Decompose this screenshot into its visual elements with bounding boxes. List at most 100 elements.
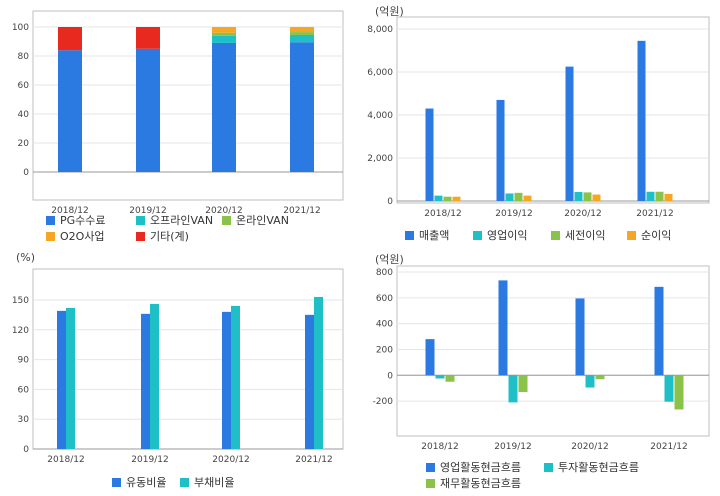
bar bbox=[66, 307, 75, 449]
bar bbox=[58, 27, 82, 51]
y-tick-label: 150 bbox=[12, 296, 29, 306]
legend-item-financing-cf: 재무활동현금흐름 bbox=[426, 476, 521, 492]
bar bbox=[514, 192, 523, 201]
bar bbox=[290, 27, 314, 33]
bar bbox=[585, 375, 595, 388]
chart2-frame bbox=[396, 16, 710, 204]
bar bbox=[425, 339, 435, 376]
legend-item-operating-profit: 영업이익 bbox=[473, 228, 527, 244]
bar bbox=[496, 99, 505, 201]
bar bbox=[592, 194, 601, 201]
bar bbox=[508, 375, 518, 403]
bar bbox=[655, 191, 664, 201]
y-tick-label: 60 bbox=[18, 81, 30, 91]
legend-label: 영업활동현금흐름 bbox=[440, 461, 521, 474]
bar bbox=[664, 375, 674, 402]
y-tick-label: 90 bbox=[18, 356, 30, 366]
legend-label: 오프라인VAN bbox=[150, 214, 214, 227]
y-tick-label: 4,000 bbox=[367, 111, 393, 121]
x-tick-label: 2018/12 bbox=[424, 209, 461, 219]
legend-swatch bbox=[426, 479, 435, 488]
x-tick-label: 2018/12 bbox=[47, 455, 84, 465]
bar bbox=[434, 195, 443, 201]
legend-swatch bbox=[473, 231, 482, 240]
y-tick-label: 6,000 bbox=[367, 68, 393, 78]
y-tick-label: 30 bbox=[18, 415, 30, 425]
chart1-legend: PG수수료 오프라인VAN 온라인VAN O2O사업 기타(계) bbox=[46, 213, 346, 245]
bar bbox=[290, 34, 314, 43]
legend-label: 매출액 bbox=[419, 229, 450, 242]
legend-item-current-ratio: 유동비율 bbox=[112, 475, 166, 491]
bar bbox=[664, 193, 673, 201]
bar bbox=[518, 375, 528, 393]
legend-swatch bbox=[544, 463, 553, 472]
bar bbox=[595, 375, 605, 380]
legend-label: PG수수료 bbox=[60, 214, 106, 227]
bar bbox=[445, 375, 455, 382]
bar bbox=[231, 305, 240, 449]
legend-swatch bbox=[222, 216, 231, 225]
bar bbox=[305, 314, 314, 449]
chart4-unit-label: (억원) bbox=[375, 253, 404, 266]
legend-label: 투자활동현금흐름 bbox=[558, 461, 639, 474]
legend-swatch bbox=[112, 478, 121, 487]
y-tick-label: -200 bbox=[373, 397, 394, 407]
y-tick-label: 120 bbox=[12, 326, 29, 336]
legend-swatch bbox=[551, 231, 560, 240]
bar bbox=[212, 27, 236, 33]
chart4-legend: 영업활동현금흐름 투자활동현금흐름 재무활동현금흐름 bbox=[426, 460, 716, 492]
y-tick-label: 200 bbox=[376, 345, 393, 355]
x-tick-label: 2021/12 bbox=[295, 455, 332, 465]
y-tick-label: 0 bbox=[23, 168, 29, 178]
legend-item-revenue: 매출액 bbox=[405, 228, 449, 244]
legend-item-pg: PG수수료 bbox=[46, 213, 106, 229]
bar bbox=[575, 298, 585, 376]
x-tick-label: 2021/12 bbox=[650, 442, 687, 452]
legend-swatch bbox=[136, 216, 145, 225]
bar bbox=[150, 303, 159, 449]
bar bbox=[443, 196, 452, 201]
legend-label: 세전이익 bbox=[565, 229, 606, 242]
bar bbox=[452, 196, 461, 201]
x-tick-label: 2019/12 bbox=[494, 442, 531, 452]
y-tick-label: 80 bbox=[18, 52, 30, 62]
legend-label: 유동비율 bbox=[126, 476, 167, 489]
legend-item-other: 기타(계) bbox=[136, 229, 189, 245]
chart3-frame bbox=[32, 268, 344, 450]
bar bbox=[674, 375, 684, 410]
chart3-unit-label: (%) bbox=[16, 251, 36, 264]
legend-swatch bbox=[136, 232, 145, 241]
legend-swatch bbox=[405, 231, 414, 240]
chart2-legend: 매출액 영업이익 세전이익 순이익 bbox=[405, 228, 715, 244]
y-tick-label: 0 bbox=[23, 445, 29, 455]
bar bbox=[637, 40, 646, 202]
legend-swatch bbox=[426, 463, 435, 472]
bar bbox=[565, 66, 574, 201]
legend-item-pretax-profit: 세전이익 bbox=[551, 228, 605, 244]
y-tick-label: 0 bbox=[387, 197, 393, 207]
chart2-unit-label: (억원) bbox=[375, 5, 404, 18]
bar bbox=[136, 48, 160, 172]
y-tick-label: 20 bbox=[18, 139, 30, 149]
y-tick-label: 800 bbox=[376, 268, 393, 278]
y-tick-label: 2,000 bbox=[367, 154, 393, 164]
legend-swatch bbox=[180, 478, 189, 487]
legend-item-offline-van: 오프라인VAN bbox=[136, 213, 213, 229]
legend-item-operating-cf: 영업활동현금흐름 bbox=[426, 460, 521, 476]
x-tick-label: 2018/12 bbox=[421, 442, 458, 452]
y-tick-label: 400 bbox=[376, 320, 393, 330]
legend-item-investing-cf: 투자활동현금흐름 bbox=[544, 460, 639, 476]
x-tick-label: 2020/12 bbox=[571, 442, 608, 452]
bar bbox=[523, 195, 532, 201]
bar bbox=[212, 32, 236, 36]
y-tick-label: 0 bbox=[387, 371, 393, 381]
legend-swatch bbox=[46, 232, 55, 241]
bar bbox=[654, 286, 664, 376]
legend-label: 재무활동현금흐름 bbox=[440, 477, 521, 490]
legend-swatch bbox=[46, 216, 55, 225]
legend-item-net-profit: 순이익 bbox=[627, 228, 671, 244]
x-tick-label: 2021/12 bbox=[636, 209, 673, 219]
x-tick-label: 2019/12 bbox=[129, 206, 166, 216]
x-tick-label: 2019/12 bbox=[495, 209, 532, 219]
